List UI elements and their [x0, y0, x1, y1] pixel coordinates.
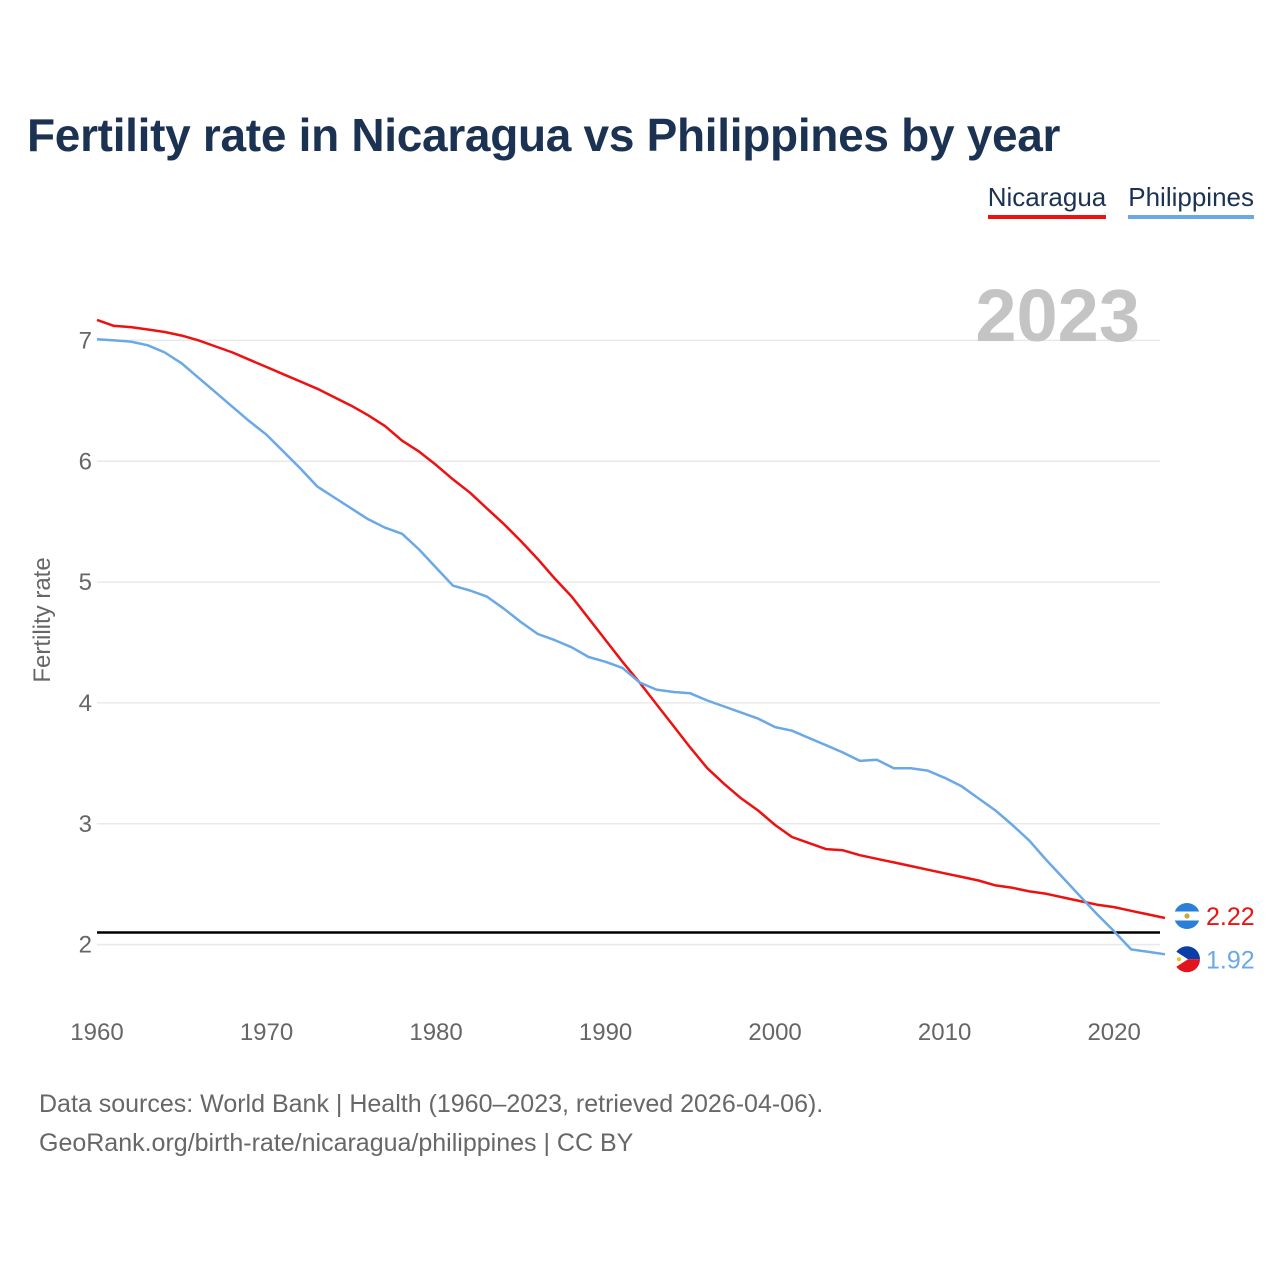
data-source-note: Data sources: World Bank | Health (1960–… [39, 1090, 824, 1118]
x-tick-label: 2000 [748, 1019, 801, 1046]
x-axis-ticks: 1960 1970 1980 1990 2000 2010 2020 [70, 1019, 1141, 1046]
legend-item-nicaragua[interactable]: Nicaragua [987, 182, 1107, 219]
y-tick-label: 4 [79, 690, 92, 717]
series-line-philippines [96, 337, 1166, 956]
y-tick-label: 3 [79, 811, 92, 838]
x-tick-label: 1960 [70, 1019, 123, 1046]
legend-item-philippines[interactable]: Philippines [1128, 182, 1254, 219]
end-markers: 2.22 1.92 [1174, 903, 1255, 974]
y-tick-label: 5 [79, 569, 92, 596]
flag-icon-philippines [1174, 946, 1200, 973]
line-chart: 2 3 4 5 6 7 1960 1970 1980 1990 2000 2010 2020 2023… [29, 274, 1255, 1046]
y-axis-label: Fertility rate [29, 557, 56, 682]
year-watermark: 2023 [975, 274, 1140, 357]
series-line-nicaragua [96, 318, 1166, 920]
x-tick-label: 2020 [1087, 1019, 1140, 1046]
end-label-nicaragua: 2.22 [1206, 903, 1255, 931]
legend: Nicaragua Philippines [987, 182, 1254, 219]
x-tick-label: 2010 [918, 1019, 971, 1046]
y-tick-label: 2 [79, 932, 92, 959]
y-axis-ticks: 2 3 4 5 6 7 [79, 327, 92, 958]
source-link[interactable]: GeoRank.org/birth-rate/nicaragua/philipp… [39, 1129, 634, 1157]
x-tick-label: 1990 [579, 1019, 632, 1046]
flag-icon-nicaragua [1174, 903, 1200, 929]
y-tick-label: 7 [79, 327, 92, 354]
gridlines [97, 339, 1160, 946]
y-tick-label: 6 [79, 448, 92, 475]
x-tick-label: 1980 [409, 1019, 462, 1046]
series-lines [96, 318, 1166, 956]
end-label-philippines: 1.92 [1206, 946, 1255, 974]
footer: Data sources: World Bank | Health (1960–… [39, 1085, 823, 1163]
chart-title: Fertility rate in Nicaragua vs Philippin… [27, 109, 1061, 161]
x-tick-label: 1970 [240, 1019, 293, 1046]
